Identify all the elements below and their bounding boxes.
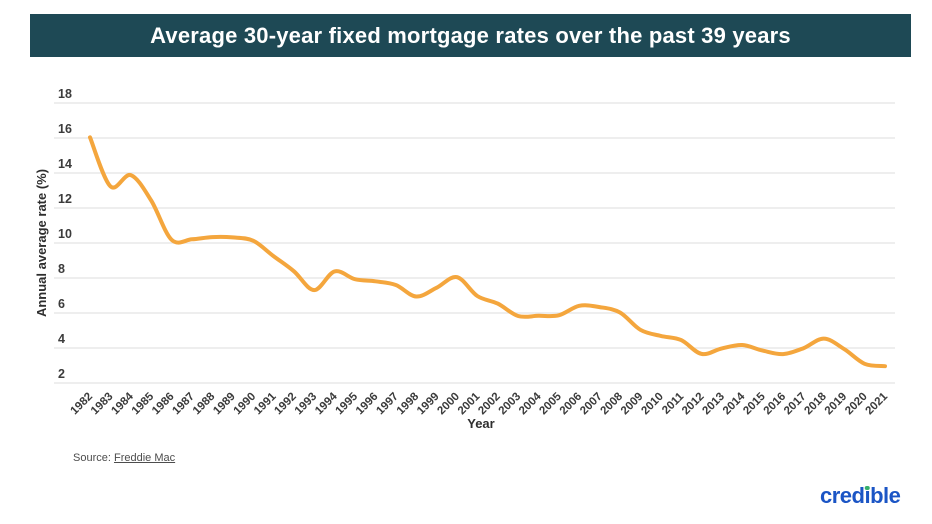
y-tick-label-10: 10 (58, 227, 72, 241)
y-tick-label-4: 4 (58, 332, 65, 346)
x-tick-label-1991: 1991 (252, 390, 279, 417)
x-tick-label-2004: 2004 (517, 390, 544, 417)
x-tick-label-2006: 2006 (558, 391, 585, 418)
logo-i-dot (865, 485, 870, 490)
x-tick-label-1999: 1999 (415, 391, 442, 418)
x-tick-label-2020: 2020 (843, 391, 870, 418)
x-tick-label-1987: 1987 (170, 391, 197, 418)
x-tick-label-2018: 2018 (802, 390, 829, 417)
logo-text-post: ble (870, 483, 901, 508)
x-tick-label-1985: 1985 (130, 390, 157, 417)
mortgage-rate-line (88, 135, 887, 369)
x-tick-label-2015: 2015 (741, 390, 768, 417)
x-tick-label-2009: 2009 (619, 391, 646, 418)
y-axis-title: Annual average rate (%) (34, 169, 49, 317)
x-tick-label-1983: 1983 (89, 391, 116, 418)
x-tick-label-1998: 1998 (395, 390, 422, 417)
x-tick-label-2002: 2002 (476, 391, 503, 418)
x-tick-label-2016: 2016 (762, 391, 789, 418)
x-tick-label-2021: 2021 (864, 390, 891, 417)
source-note: Source: Freddie Mac (73, 452, 175, 464)
x-tick-label-1997: 1997 (374, 391, 401, 418)
source-label: Source: (73, 452, 111, 464)
logo-letter-i-glyph: ı (864, 483, 871, 508)
x-tick-label-2003: 2003 (497, 391, 524, 418)
x-tick-label-1995: 1995 (334, 390, 361, 417)
x-tick-label-1989: 1989 (211, 391, 238, 418)
x-tick-label-1988: 1988 (191, 390, 218, 417)
y-tick-label-8: 8 (58, 262, 65, 276)
x-tick-label-1992: 1992 (272, 391, 299, 418)
logo-letter-i: ı (864, 484, 870, 508)
x-tick-label-1996: 1996 (354, 391, 381, 418)
x-tick-label-2007: 2007 (578, 391, 605, 418)
x-tick-label-1986: 1986 (150, 391, 177, 418)
y-tick-label-12: 12 (58, 192, 72, 206)
x-tick-label-1984: 1984 (109, 390, 136, 417)
x-tick-label-2012: 2012 (680, 391, 707, 418)
y-tick-label-16: 16 (58, 122, 72, 136)
x-tick-label-2017: 2017 (782, 391, 809, 418)
x-tick-label-2019: 2019 (823, 391, 850, 418)
y-tick-label-6: 6 (58, 297, 65, 311)
mortgage-rates-line-chart: 2468101214161819821983198419851986198719… (34, 87, 895, 431)
y-tick-label-14: 14 (58, 157, 72, 171)
x-tick-label-2001: 2001 (456, 390, 483, 417)
x-axis-title: Year (467, 416, 494, 431)
chart-title: Average 30-year fixed mortgage rates ove… (150, 22, 791, 48)
x-tick-label-2013: 2013 (700, 391, 727, 418)
y-tick-label-18: 18 (58, 87, 72, 101)
credible-logo[interactable]: credı ble (820, 483, 901, 508)
x-tick-label-2000: 2000 (435, 391, 462, 418)
x-tick-label-2005: 2005 (537, 390, 564, 417)
x-tick-label-1990: 1990 (232, 391, 259, 418)
x-tick-label-2010: 2010 (639, 391, 666, 418)
x-tick-label-1994: 1994 (313, 390, 340, 417)
chart-title-banner: Average 30-year fixed mortgage rates ove… (30, 14, 911, 57)
y-tick-label-2: 2 (58, 367, 65, 381)
x-tick-label-2008: 2008 (599, 390, 626, 417)
logo-text-pre: cred (820, 483, 865, 508)
x-tick-label-1993: 1993 (293, 391, 320, 418)
source-link[interactable]: Freddie Mac (113, 452, 176, 464)
x-tick-label-2014: 2014 (721, 390, 748, 417)
x-tick-label-1982: 1982 (69, 391, 96, 418)
